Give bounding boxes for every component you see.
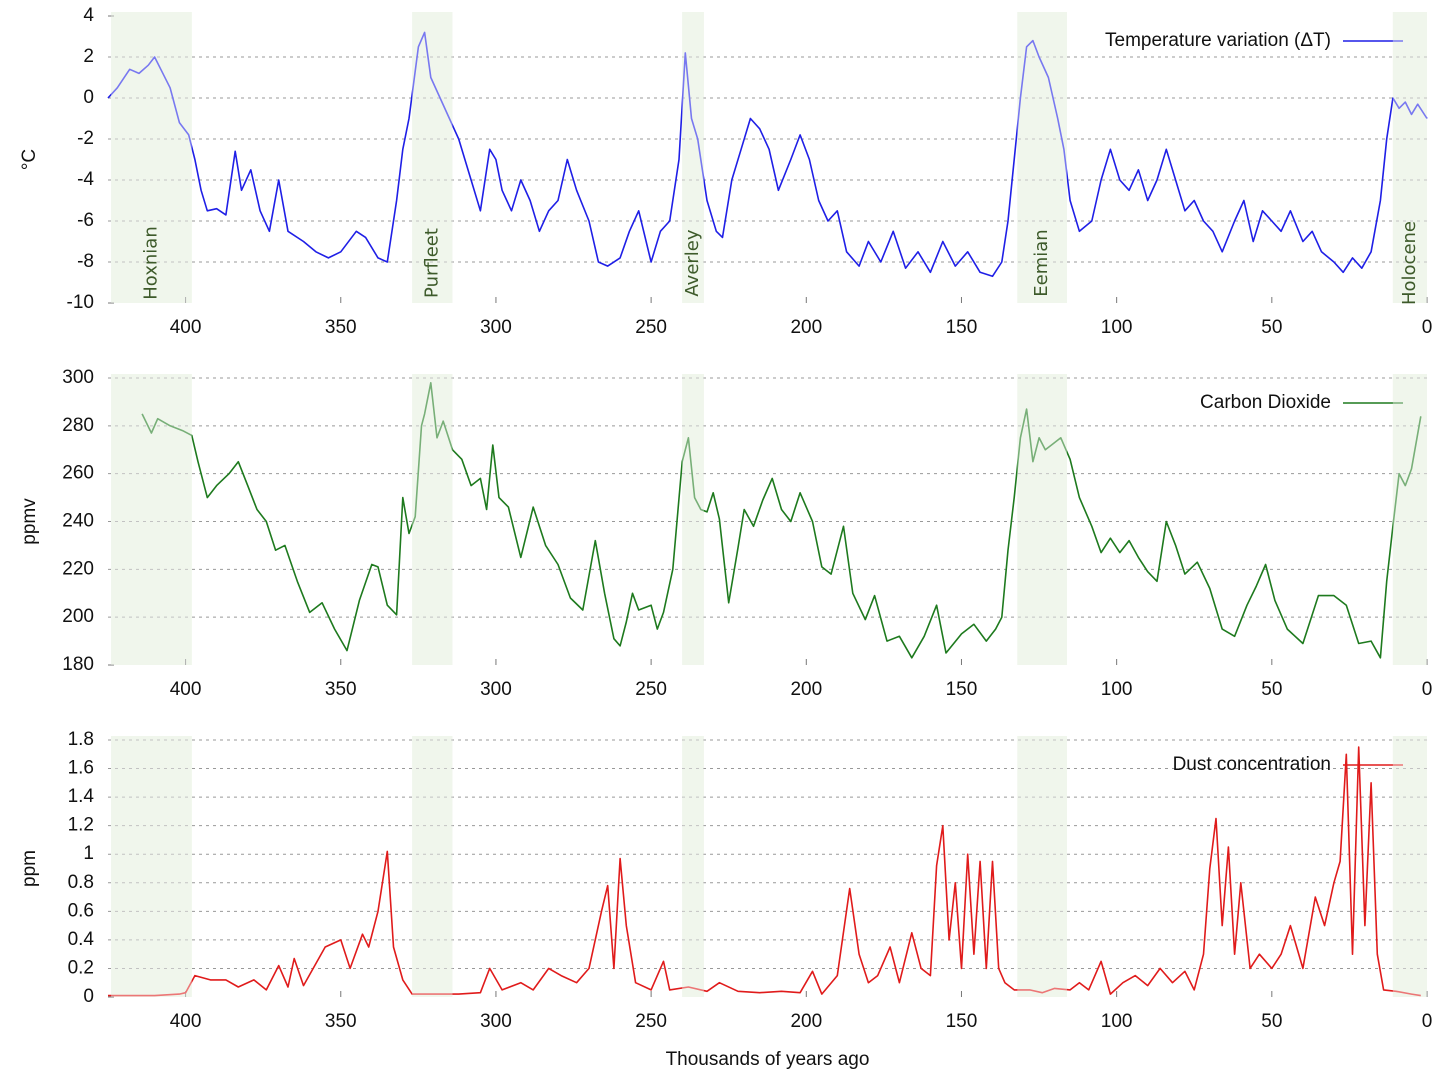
x-tick-label: 300 bbox=[480, 1011, 512, 1032]
shaded-period-overlay bbox=[111, 736, 192, 997]
shaded-period-overlay bbox=[1392, 374, 1427, 665]
shaded-period bbox=[412, 12, 453, 303]
y-tick-label: -6 bbox=[77, 210, 94, 231]
legend-label: Carbon Dioxide bbox=[1200, 392, 1331, 413]
x-tick-label: 150 bbox=[946, 679, 978, 700]
x-tick-label: 400 bbox=[170, 679, 202, 700]
y-tick-label: 4 bbox=[83, 5, 94, 26]
shaded-period-overlay bbox=[111, 374, 192, 665]
y-tick-label: 2 bbox=[83, 46, 94, 67]
shaded-period-overlay bbox=[1392, 736, 1427, 997]
y-tick-label: -8 bbox=[77, 251, 94, 272]
y-axis-label: ppm bbox=[19, 850, 40, 887]
y-tick-label: 1.2 bbox=[68, 815, 94, 836]
x-tick-label: 400 bbox=[170, 1011, 202, 1032]
x-tick-label: 250 bbox=[635, 1011, 667, 1032]
x-tick-label: 350 bbox=[325, 317, 357, 338]
x-tick-label: 100 bbox=[1101, 317, 1133, 338]
x-tick-label: 200 bbox=[790, 317, 822, 338]
y-tick-label: 0.6 bbox=[68, 900, 94, 921]
x-tick-label: 0 bbox=[1422, 679, 1433, 700]
x-tick-label: 250 bbox=[635, 679, 667, 700]
shaded-period-overlay bbox=[111, 12, 192, 303]
x-tick-label: 100 bbox=[1101, 679, 1133, 700]
legend-label: Temperature variation (ΔT) bbox=[1105, 30, 1331, 51]
x-tick-label: 50 bbox=[1261, 1011, 1282, 1032]
shaded-period bbox=[111, 374, 192, 665]
shaded-period bbox=[1017, 374, 1067, 665]
data-line bbox=[107, 31, 1428, 278]
x-tick-label: 400 bbox=[170, 317, 202, 338]
shaded-period-overlay bbox=[1392, 12, 1427, 303]
band-label: Hoxnian bbox=[140, 226, 161, 300]
x-tick-label: 0 bbox=[1422, 1011, 1433, 1032]
data-line bbox=[108, 746, 1421, 997]
y-tick-label: 300 bbox=[62, 367, 94, 388]
band-label: Averley bbox=[682, 229, 703, 296]
x-tick-label: 350 bbox=[325, 1011, 357, 1032]
x-tick-label: 200 bbox=[790, 1011, 822, 1032]
x-axis-label: Thousands of years ago bbox=[666, 1049, 870, 1070]
shaded-period-overlay bbox=[1017, 374, 1067, 665]
band-label: Eemian bbox=[1031, 229, 1052, 296]
y-tick-label: 220 bbox=[62, 558, 94, 579]
legend-label: Dust concentration bbox=[1173, 754, 1331, 775]
y-tick-label: -4 bbox=[77, 169, 94, 190]
y-tick-label: 1.8 bbox=[68, 729, 94, 750]
shaded-period-overlay bbox=[682, 374, 704, 665]
y-tick-label: 280 bbox=[62, 415, 94, 436]
y-tick-label: -10 bbox=[67, 292, 94, 313]
x-tick-label: 250 bbox=[635, 317, 667, 338]
y-tick-label: 0 bbox=[83, 87, 94, 108]
x-tick-label: 0 bbox=[1422, 317, 1433, 338]
y-axis-label: °C bbox=[19, 149, 40, 170]
y-tick-label: 260 bbox=[62, 463, 94, 484]
x-tick-label: 150 bbox=[946, 317, 978, 338]
y-tick-label: 0 bbox=[83, 986, 94, 1007]
x-tick-label: 50 bbox=[1261, 317, 1282, 338]
y-axis-label: ppmv bbox=[19, 498, 40, 545]
y-tick-label: -2 bbox=[77, 128, 94, 149]
shaded-period-overlay bbox=[412, 374, 453, 665]
y-tick-label: 0.4 bbox=[68, 929, 95, 950]
shaded-period-overlay bbox=[682, 736, 704, 997]
x-tick-label: 300 bbox=[480, 317, 512, 338]
shaded-period bbox=[412, 736, 453, 997]
shaded-period bbox=[1392, 736, 1427, 997]
band-label: Holocene bbox=[1399, 221, 1420, 305]
y-tick-label: 180 bbox=[62, 654, 94, 675]
shaded-period bbox=[1392, 12, 1427, 303]
y-tick-label: 240 bbox=[62, 511, 94, 532]
x-tick-label: 300 bbox=[480, 679, 512, 700]
shaded-period bbox=[682, 736, 704, 997]
shaded-period-overlay bbox=[412, 736, 453, 997]
y-tick-label: 1.6 bbox=[68, 758, 94, 779]
shaded-period-overlay bbox=[682, 12, 704, 303]
x-tick-label: 200 bbox=[790, 679, 822, 700]
shaded-period-overlay bbox=[412, 12, 453, 303]
y-tick-label: 0.8 bbox=[68, 872, 94, 893]
y-tick-label: 200 bbox=[62, 606, 94, 627]
x-tick-label: 150 bbox=[946, 1011, 978, 1032]
y-tick-label: 0.2 bbox=[68, 957, 94, 978]
shaded-period-overlay bbox=[1017, 12, 1067, 303]
shaded-period bbox=[1017, 736, 1067, 997]
shaded-period-overlay bbox=[1017, 736, 1067, 997]
x-tick-label: 350 bbox=[325, 679, 357, 700]
shaded-period bbox=[682, 374, 704, 665]
shaded-period bbox=[412, 374, 453, 665]
x-tick-label: 50 bbox=[1261, 679, 1282, 700]
y-tick-label: 1 bbox=[83, 843, 94, 864]
band-label: Purfleet bbox=[421, 228, 442, 298]
shaded-period bbox=[1392, 374, 1427, 665]
y-tick-label: 1.4 bbox=[68, 786, 95, 807]
data-line bbox=[141, 382, 1422, 659]
shaded-period bbox=[111, 736, 192, 997]
x-tick-label: 100 bbox=[1101, 1011, 1133, 1032]
